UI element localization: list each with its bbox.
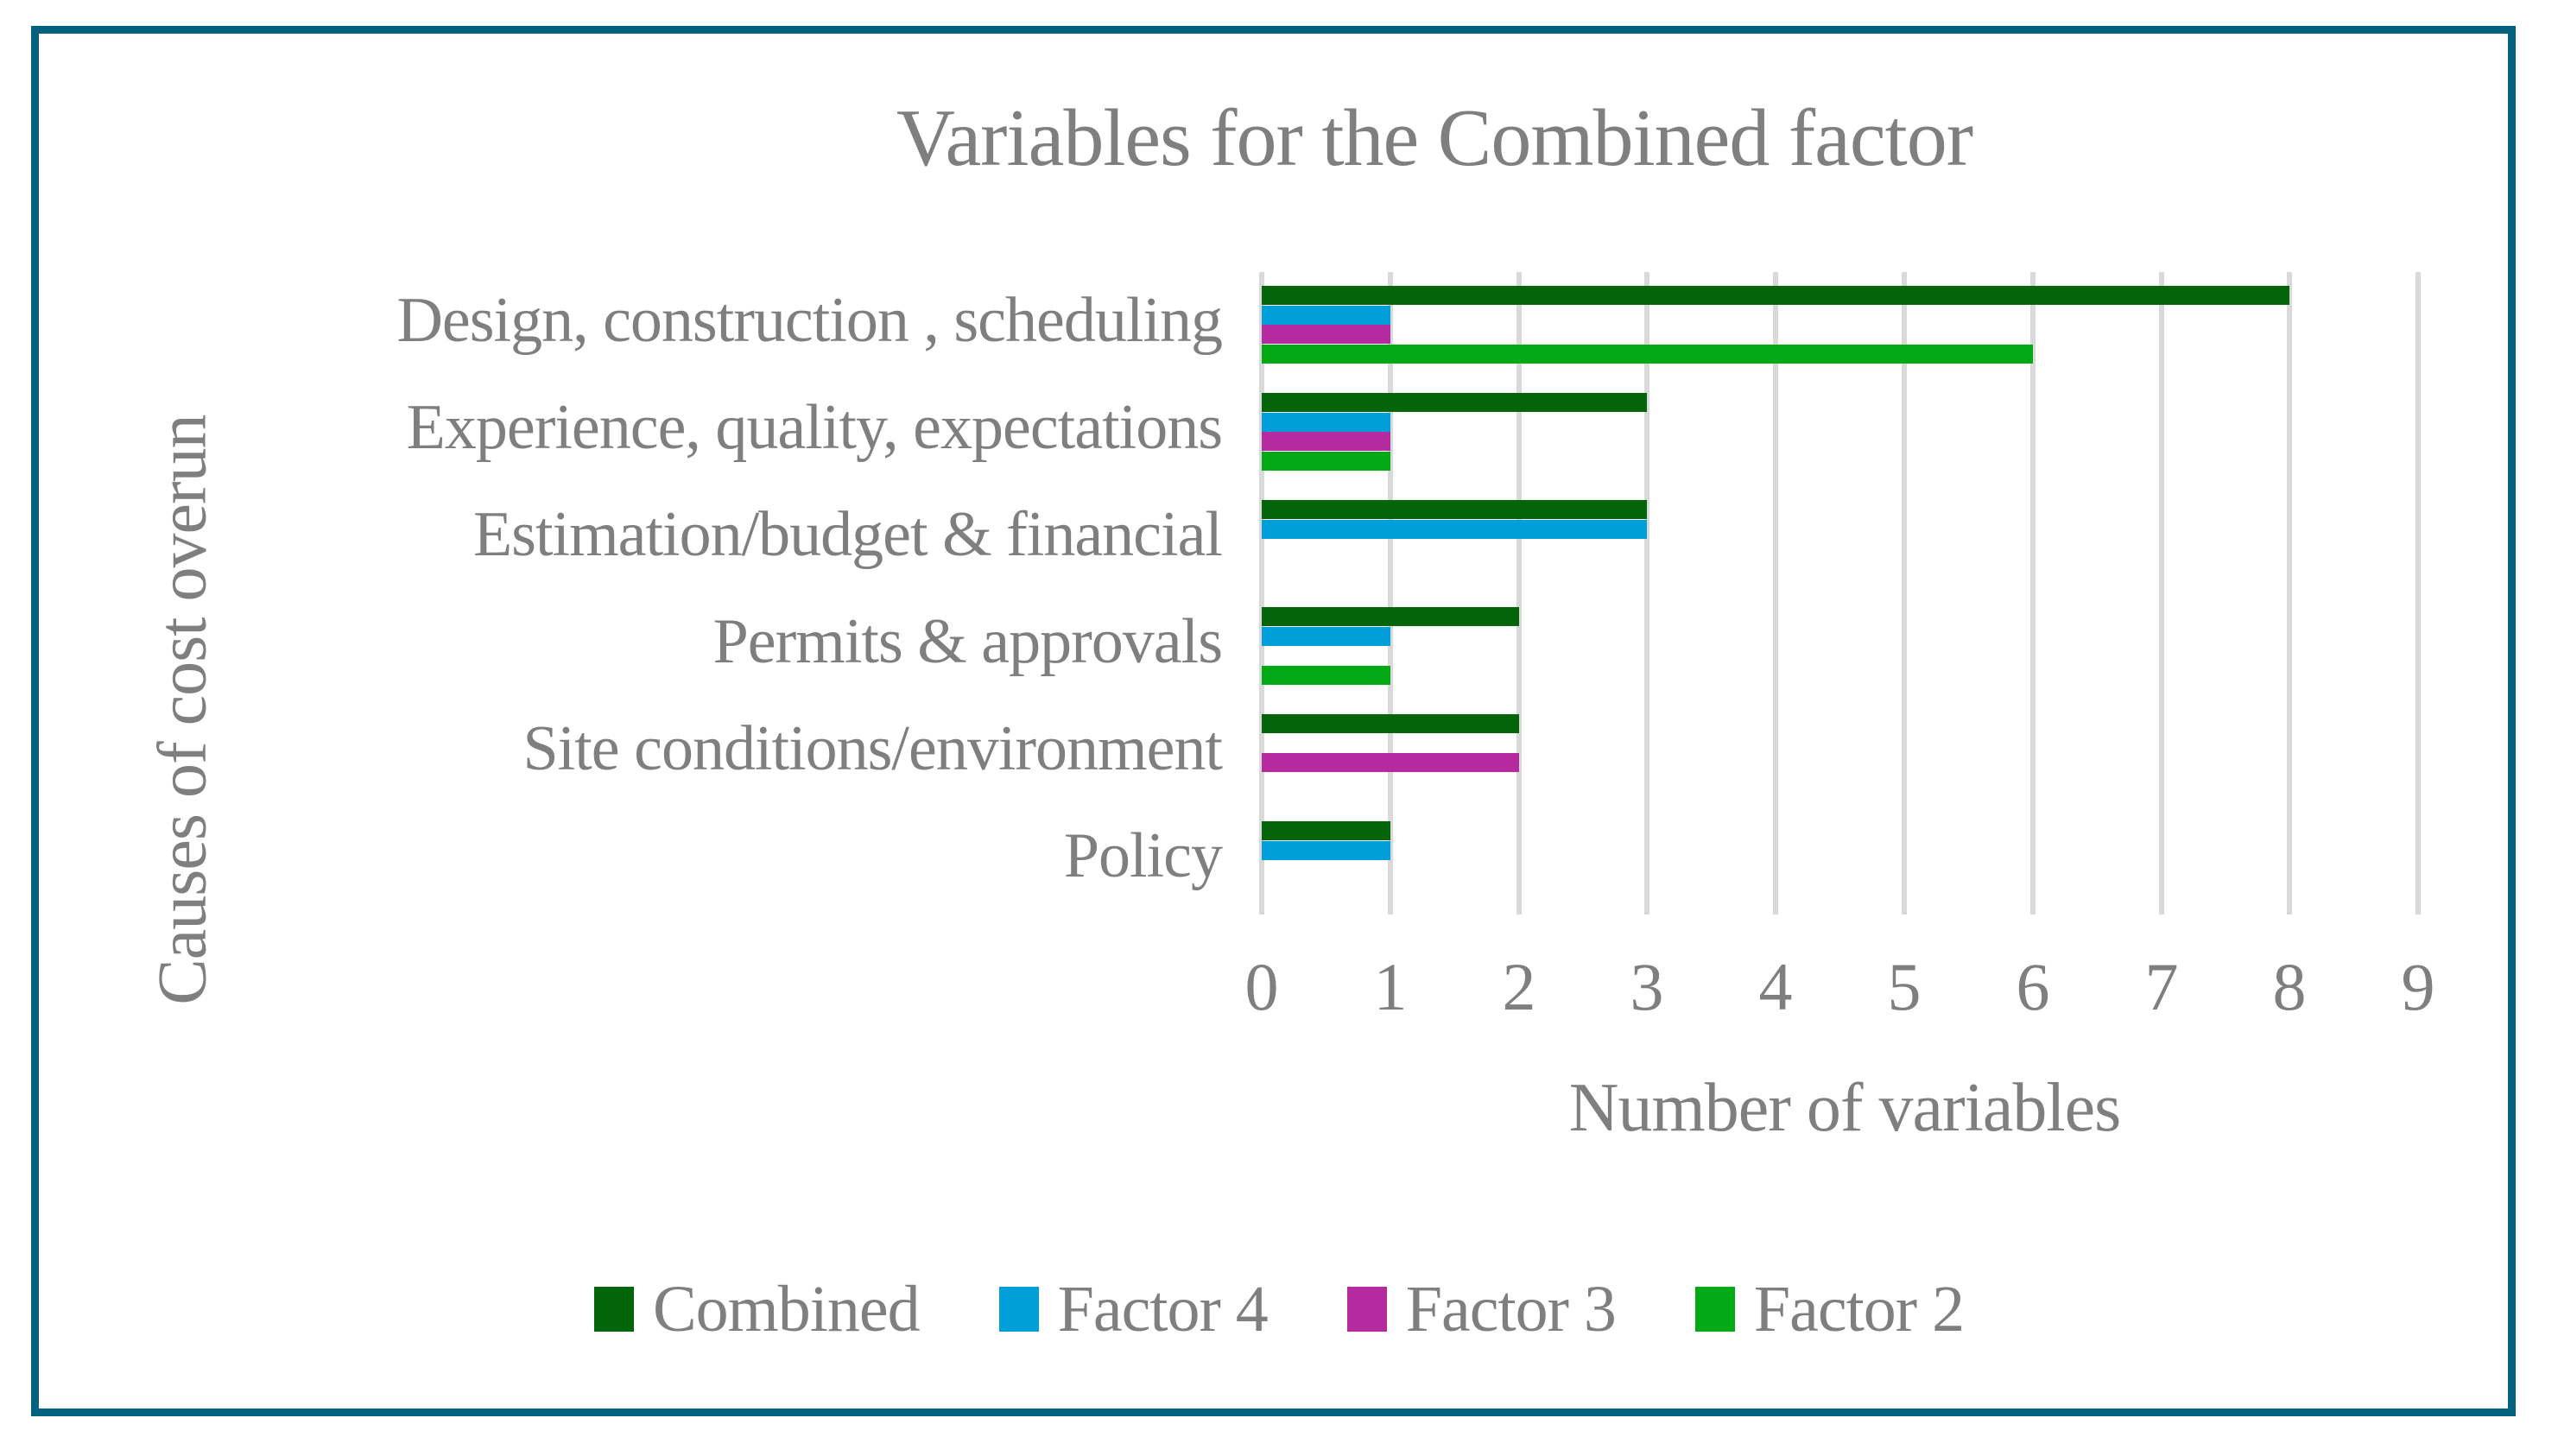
gridline	[1644, 272, 1649, 915]
gridline	[2159, 272, 2164, 915]
x-axis-title: Number of variables	[1568, 1070, 2122, 1146]
bar	[1262, 520, 1647, 539]
gridline	[1388, 272, 1393, 915]
y-axis-title: Causes of cost overun	[144, 415, 221, 1005]
gridline	[1259, 272, 1264, 915]
bar	[1262, 432, 1390, 451]
legend-swatch-factor-2	[1694, 1287, 1735, 1332]
bar	[1262, 393, 1647, 412]
gridline	[1516, 272, 1522, 915]
legend-item: Factor 4	[998, 1273, 1269, 1345]
x-tick-label: 4	[1758, 949, 1793, 1024]
bar	[1262, 627, 1390, 646]
chart-border	[31, 26, 2516, 1416]
x-tick-label: 3	[1630, 949, 1664, 1024]
category-label: Permits & approvals	[712, 606, 1223, 677]
x-tick-label: 7	[2144, 949, 2179, 1024]
category-label: Site conditions/environment	[522, 713, 1223, 784]
bar	[1262, 286, 2289, 305]
legend-label: Factor 3	[1405, 1273, 1617, 1345]
legend-swatch-combined	[593, 1287, 634, 1332]
bar	[1262, 821, 1390, 840]
x-tick-label: 1	[1373, 949, 1408, 1024]
bar	[1262, 607, 1519, 626]
x-tick-label: 5	[1887, 949, 1922, 1024]
gridline	[2030, 272, 2036, 915]
bar	[1262, 666, 1390, 685]
x-tick-label: 0	[1244, 949, 1279, 1024]
legend: Combined Factor 4 Factor 3 Factor 2	[0, 1276, 2558, 1342]
bar	[1262, 306, 1390, 325]
legend-item: Factor 3	[1346, 1273, 1617, 1345]
bar	[1262, 452, 1390, 471]
x-tick-label: 9	[2401, 949, 2435, 1024]
bar	[1262, 345, 2033, 364]
legend-swatch-factor-3	[1346, 1287, 1387, 1332]
bar	[1262, 753, 1519, 772]
bar	[1262, 714, 1519, 733]
category-label: Estimation/budget & financial	[472, 499, 1223, 570]
chart-title: Variables for the Combined factor	[896, 93, 1973, 183]
plot-area	[1259, 272, 2423, 915]
x-tick-label: 6	[2016, 949, 2050, 1024]
legend-label: Factor 4	[1057, 1273, 1269, 1345]
gridline	[1902, 272, 1907, 915]
legend-label: Factor 2	[1753, 1273, 1965, 1345]
x-tick-label: 2	[1502, 949, 1536, 1024]
legend-item: Factor 2	[1694, 1273, 1965, 1345]
gridline	[2416, 272, 2421, 915]
category-label: Experience, quality, expectations	[406, 392, 1223, 463]
legend-swatch-factor-4	[998, 1287, 1039, 1332]
gridline	[2287, 272, 2292, 915]
category-label: Policy	[1063, 820, 1223, 891]
bar	[1262, 413, 1390, 432]
gridline	[1773, 272, 1778, 915]
x-tick-label: 8	[2272, 949, 2307, 1024]
bar	[1262, 500, 1647, 519]
legend-item: Combined	[593, 1273, 921, 1345]
category-label: Design, construction , scheduling	[396, 285, 1223, 356]
legend-label: Combined	[652, 1273, 921, 1345]
bar	[1262, 841, 1390, 860]
bar	[1262, 325, 1390, 344]
